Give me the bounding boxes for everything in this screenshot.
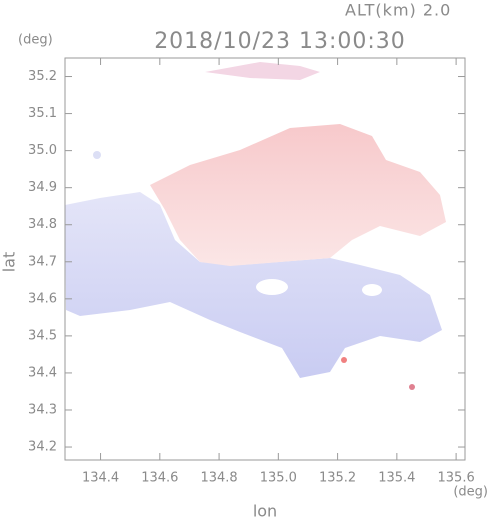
spot [93, 151, 101, 159]
y-tick-label: 34.2 [28, 440, 57, 455]
red-echo [150, 124, 446, 266]
plot-frame [64, 57, 466, 461]
spot [341, 357, 347, 363]
y-tick-label: 34.8 [28, 217, 57, 232]
y-tick-label: 35.2 [28, 69, 57, 84]
y-tick-label: 34.3 [28, 402, 57, 417]
y-tick-label: 34.9 [28, 180, 57, 195]
chart-title: 2018/10/23 13:00:30 [154, 29, 406, 54]
x-tick-label: 134.8 [200, 471, 237, 486]
y-unit: (deg) [18, 33, 53, 48]
y-tick-label: 34.5 [28, 328, 57, 343]
red-echo [205, 62, 320, 80]
x-tick-label: 135.6 [438, 471, 475, 486]
x-tick-label: 134.6 [141, 471, 178, 486]
blue-echo [65, 192, 442, 378]
radar-field [65, 62, 446, 390]
x-tick-label: 135.0 [260, 471, 297, 486]
y-axis-label: lat [0, 252, 19, 273]
y-tick-label: 34.7 [28, 254, 57, 269]
y-tick-label: 34.4 [28, 365, 57, 380]
y-tick-label: 35.1 [28, 106, 57, 121]
y-tick-label: 34.6 [28, 291, 57, 306]
altitude: ALT(km) 2.0 [345, 1, 451, 20]
gap [362, 284, 382, 296]
x-tick-label: 135.4 [378, 471, 415, 486]
y-tick-label: 35.0 [28, 143, 57, 158]
spot [409, 384, 415, 390]
x-tick-label: 135.2 [319, 471, 356, 486]
gap [256, 279, 288, 295]
x-axis-label: lon [253, 502, 277, 521]
x-unit: (deg) [453, 485, 488, 500]
x-tick-label: 134.4 [82, 471, 119, 486]
